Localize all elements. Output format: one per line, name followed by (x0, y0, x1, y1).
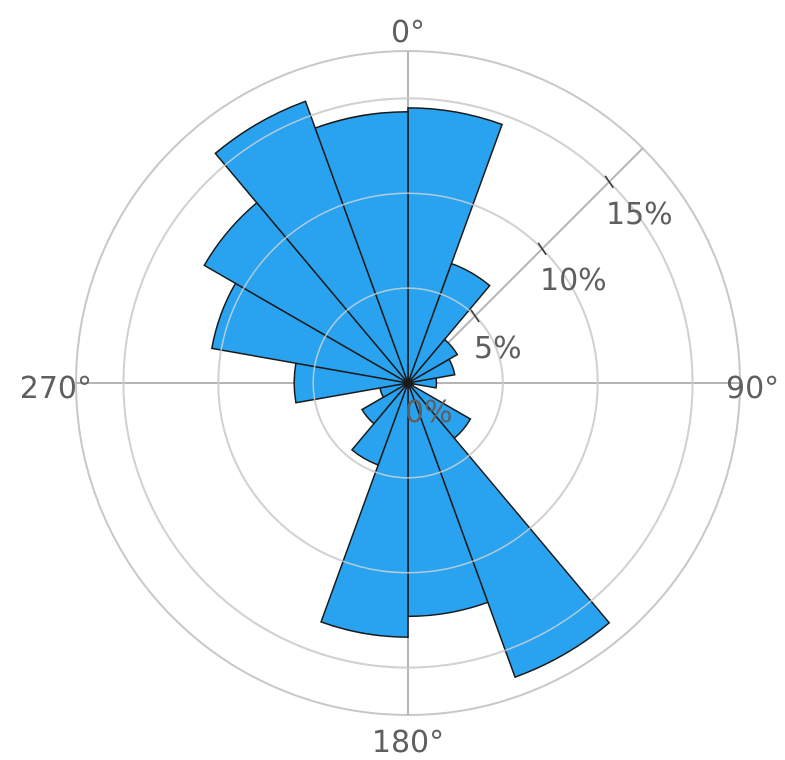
rose-bar-20-40 (407, 262, 491, 384)
rose-bar-220-240 (360, 382, 409, 425)
rose-bar-0-20 (407, 107, 504, 384)
ring-overlay-15 (122, 97, 694, 669)
direction-label-north: 0° (391, 15, 425, 50)
ring-overlay-10 (217, 192, 599, 574)
rose-bar-40-60 (407, 338, 459, 384)
rose-bar-180-200 (320, 382, 409, 638)
grid-overlay (122, 97, 694, 669)
ring-label-15: 15% (606, 197, 673, 232)
ring-label-0: 0% (405, 395, 453, 430)
ring-tick-10 (537, 242, 547, 256)
ring-overlay-5 (312, 287, 504, 479)
rose-bar-340-360 (314, 110, 409, 384)
rose-bar-140-160 (407, 382, 611, 679)
ring-tick-5 (470, 309, 480, 323)
direction-label-south: 180° (372, 725, 444, 760)
rose-bar-200-220 (350, 382, 409, 466)
ring-tick-15 (604, 175, 614, 189)
rose-bar-60-80 (407, 358, 456, 384)
chart-labels: 0° 90° 180° 270° 0% 5% 10% 15% (20, 15, 779, 760)
rose-bars (203, 100, 611, 679)
ring-label-5: 5% (474, 331, 522, 366)
direction-label-west: 270° (20, 371, 92, 406)
rose-bar-80-100 (407, 377, 438, 389)
direction-label-east: 90° (726, 371, 779, 406)
rose-bar-320-340 (214, 100, 409, 384)
ring-label-10: 10% (540, 263, 607, 298)
